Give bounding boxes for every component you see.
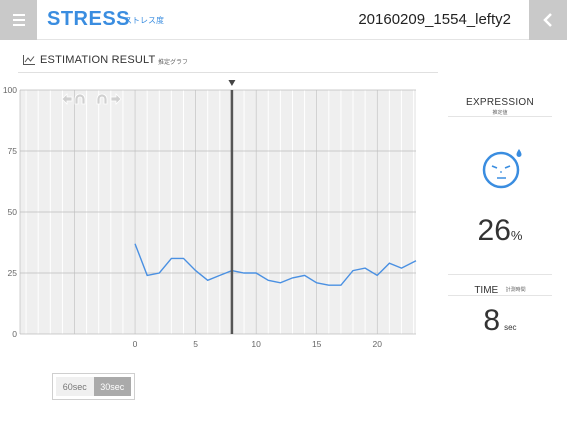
- scroll-right-icon[interactable]: [110, 93, 122, 105]
- time-header: TIME 計測時間: [448, 274, 552, 296]
- time-title: TIME: [474, 285, 499, 296]
- page-subtitle: ストレス度: [124, 16, 164, 25]
- file-name: 20160209_1554_lefty2: [358, 11, 511, 28]
- y-tick-label: 75: [8, 146, 18, 156]
- x-tick-label: 15: [312, 339, 322, 349]
- section-header: ESTIMATION RESULT 推定グラフ: [18, 50, 438, 70]
- stress-series-line: [134, 243, 417, 286]
- range-toggle: 60sec 30sec: [52, 373, 135, 400]
- x-tick-label: 0: [133, 339, 138, 349]
- section-subtitle: 推定グラフ: [158, 60, 189, 66]
- y-tick-label: 50: [8, 207, 18, 217]
- page-title: STRESS: [47, 8, 131, 30]
- reset-right-icon[interactable]: [96, 93, 108, 105]
- chart-navigation[interactable]: [61, 93, 122, 105]
- y-axis: 0 25 50 75 100: [3, 85, 17, 339]
- back-button[interactable]: [529, 0, 567, 40]
- range-30sec-button[interactable]: 30sec: [93, 377, 131, 396]
- time-subtitle: 計測時間: [505, 287, 526, 293]
- y-tick-label: 100: [3, 85, 17, 95]
- hamburger-icon: [12, 24, 25, 26]
- x-tick-label: 10: [251, 339, 261, 349]
- elapsed-time: 8 sec: [448, 304, 552, 338]
- stressed-face-icon: [482, 149, 522, 189]
- chevron-left-icon: [543, 13, 552, 27]
- reset-left-icon[interactable]: [74, 93, 86, 105]
- x-axis: 0 5 10 15 20: [133, 339, 383, 349]
- divider: [18, 72, 438, 73]
- percent-unit: %: [510, 228, 523, 243]
- expression-header: EXPRESSION 推定値: [448, 93, 552, 117]
- section-title: ESTIMATION RESULT: [40, 54, 156, 66]
- time-unit: sec: [504, 323, 517, 332]
- percent-value: 26: [477, 214, 511, 247]
- hamburger-icon: [12, 14, 25, 16]
- menu-button[interactable]: [0, 0, 37, 40]
- cursor-marker-icon: [228, 80, 236, 86]
- x-tick-label: 20: [373, 339, 383, 349]
- time-value: 8: [483, 304, 501, 337]
- expression-subtitle: 推定値: [492, 110, 508, 116]
- hamburger-icon: [12, 19, 25, 21]
- app-header: STRESS ストレス度 20160209_1554_lefty2: [0, 0, 567, 40]
- range-60sec-button[interactable]: 60sec: [56, 377, 94, 396]
- expression-title: EXPRESSION: [465, 97, 535, 108]
- y-tick-label: 25: [8, 268, 18, 278]
- x-tick-label: 5: [193, 339, 198, 349]
- stress-percentage: 26%: [448, 214, 552, 248]
- y-tick-label: 0: [12, 329, 17, 339]
- estimation-chart[interactable]: 0 25 50 75 100 0 5 10 15 20: [0, 74, 430, 354]
- major-grid: [19, 89, 416, 335]
- scroll-left-icon[interactable]: [61, 93, 73, 105]
- line-graph-icon: [23, 55, 35, 65]
